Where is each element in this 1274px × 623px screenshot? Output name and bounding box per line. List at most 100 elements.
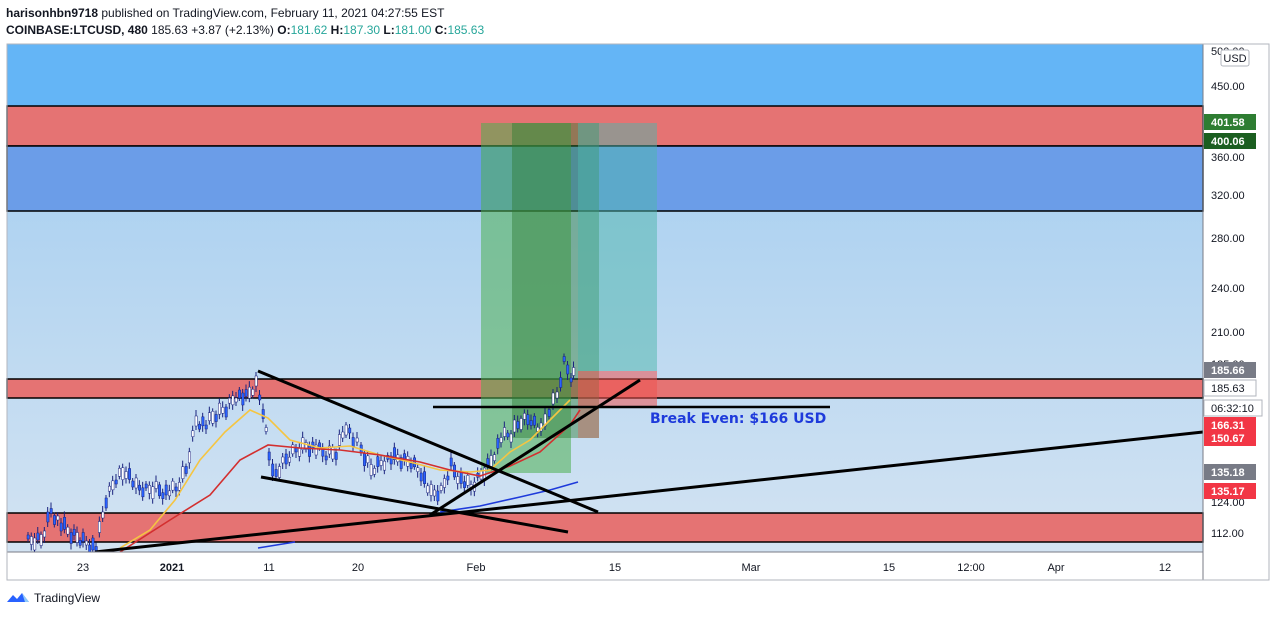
trendline-rising[interactable] [429, 378, 641, 517]
candle [161, 488, 165, 505]
candle [158, 481, 161, 499]
open-value: 181.62 [290, 23, 328, 37]
candle [251, 386, 255, 399]
last-price: 185.63 [151, 23, 188, 37]
position-loss-box[interactable] [578, 371, 657, 407]
tradingview-brand[interactable]: TradingView [6, 591, 100, 605]
candle [118, 465, 121, 480]
trendline-wedge-bottom[interactable] [260, 475, 569, 534]
candle [493, 451, 496, 464]
price-tag-label-7: 135.18 [1211, 467, 1245, 479]
currency-label: USD [1223, 53, 1246, 65]
price-tags: 401.58 400.06 185.66 185.63 06:32:10 166.3115… [1203, 114, 1263, 499]
candle [218, 398, 221, 420]
candle [144, 481, 148, 491]
price-tick-10: 360.00 [1211, 152, 1245, 164]
price-change: +3.87 (+2.13%) [191, 23, 274, 37]
price-tag-label-6: 150.67 [1211, 433, 1245, 445]
candle [439, 482, 443, 494]
candle [91, 535, 95, 552]
candle [433, 485, 436, 501]
time-tick-10: 12 [1159, 562, 1171, 574]
candle [446, 471, 450, 485]
candle [234, 392, 238, 406]
candle [523, 409, 526, 426]
ma-slow-line [257, 541, 296, 549]
price-tag-3: 185.63 [1203, 379, 1257, 397]
time-tick-4: Feb [467, 562, 486, 574]
candle [46, 507, 50, 527]
candle [154, 475, 158, 493]
candle [56, 512, 60, 526]
time-tick-5: 15 [609, 562, 621, 574]
candle [231, 390, 235, 410]
sky-zone [7, 44, 1203, 106]
price-tag-1: 400.06 [1204, 133, 1256, 149]
candle [513, 415, 516, 437]
position-profit-box-3[interactable] [578, 123, 657, 371]
candle [228, 394, 231, 410]
high-value: 187.30 [343, 23, 381, 37]
candle [373, 465, 376, 478]
candle [267, 448, 271, 466]
candle [291, 441, 295, 457]
candle [258, 390, 262, 405]
candle [466, 472, 470, 489]
candle [555, 387, 559, 403]
candle [204, 420, 208, 434]
candle [419, 468, 423, 486]
candle [121, 463, 125, 486]
candle [324, 451, 328, 465]
candle [241, 389, 245, 411]
candle [33, 533, 37, 552]
time-tick-0: 23 [77, 562, 89, 574]
trendline-long-support[interactable] [94, 430, 1203, 552]
candle [389, 452, 393, 470]
candle [569, 373, 573, 387]
close-value: 185.63 [447, 23, 485, 37]
candle [124, 466, 128, 484]
candle [53, 512, 56, 528]
candle [393, 442, 396, 465]
currency-button[interactable]: USD [1220, 49, 1250, 67]
candle [509, 430, 513, 448]
tradingview-logo-icon [7, 593, 29, 602]
candle [383, 455, 386, 475]
candle [244, 384, 248, 402]
price-tag-label-0: 401.58 [1211, 117, 1245, 129]
candle [214, 410, 218, 428]
candle [566, 361, 570, 380]
author-name[interactable]: harisonhbn9718 [6, 6, 99, 20]
candle [261, 403, 265, 423]
candle [69, 528, 73, 550]
time-axis[interactable]: 23 2021 11 20 Feb 15 Mar 15 12:00 Apr 12 [77, 562, 1171, 574]
price-tag-label-2: 185.66 [1211, 365, 1245, 377]
candle [304, 439, 308, 453]
candle [181, 460, 185, 483]
candle [547, 406, 551, 420]
price-tick-7: 240.00 [1211, 283, 1245, 295]
time-tick-3: 20 [352, 562, 364, 574]
candle [496, 434, 500, 455]
price-tick-8: 280.00 [1211, 233, 1245, 245]
candle [281, 453, 285, 469]
candle [78, 537, 82, 549]
published-text: published on TradingView.com, February 1… [101, 6, 445, 20]
candle [194, 410, 198, 430]
candle [426, 482, 430, 496]
candle [49, 502, 53, 518]
candle [224, 404, 228, 420]
candle [264, 424, 268, 435]
price-tag-label-4: 06:32:10 [1211, 403, 1254, 415]
price-tag-label-8: 135.17 [1211, 486, 1245, 498]
break-even-label: Break Even: $166 USD [650, 411, 826, 427]
candle [274, 463, 278, 481]
trendline-wedge-top[interactable] [257, 369, 599, 514]
candle [131, 478, 135, 490]
candle [443, 474, 446, 494]
candle [72, 524, 76, 541]
candle [164, 480, 168, 500]
ma-mid-line [119, 409, 581, 552]
